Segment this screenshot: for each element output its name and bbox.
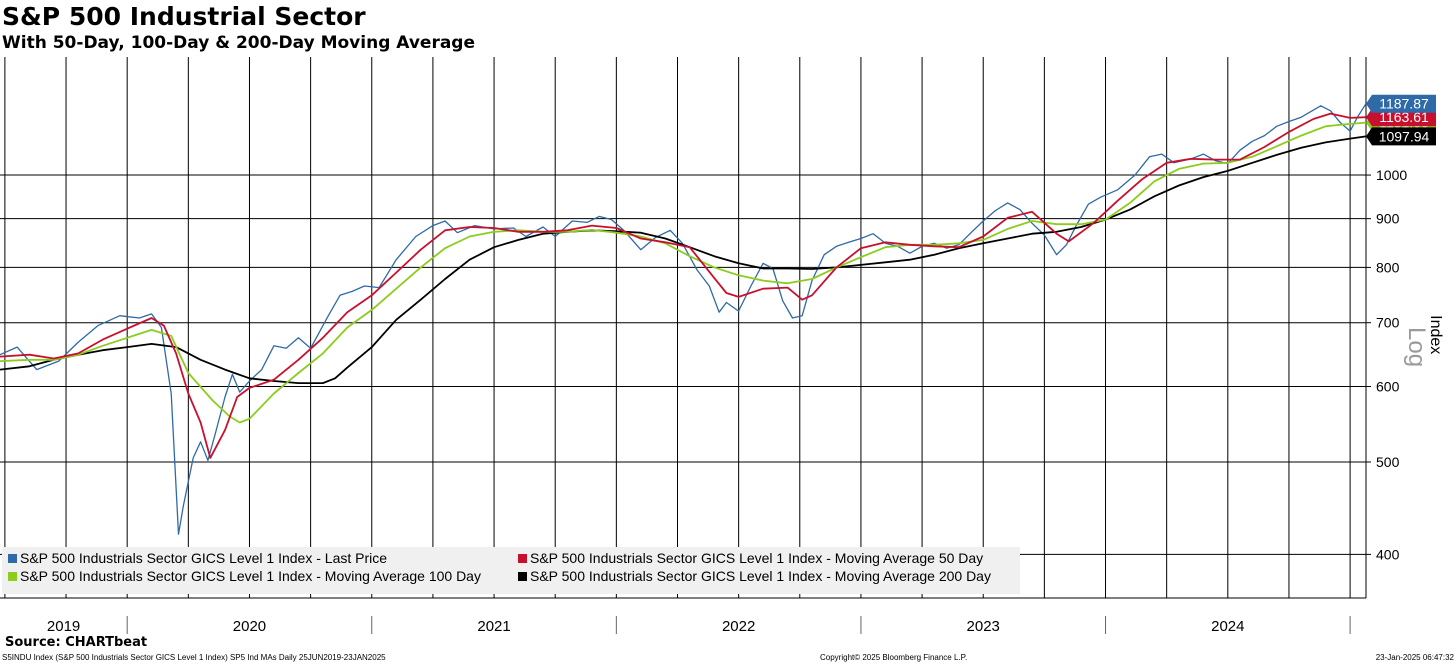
legend-swatch (518, 554, 527, 563)
legend-swatch (8, 572, 17, 581)
legend-label: S&P 500 Industrials Sector GICS Level 1 … (20, 568, 481, 584)
series-line (0, 135, 1367, 384)
y-tick-label: 700 (1376, 315, 1400, 331)
legend-swatch (8, 554, 17, 563)
x-tick-label: 2022 (722, 618, 755, 635)
series-line (0, 103, 1367, 535)
chart-title: S&P 500 Industrial Sector (2, 2, 366, 31)
y-scale-label: Log (1403, 327, 1430, 367)
x-tick-label: 2019 (47, 618, 80, 635)
series-line (0, 121, 1367, 424)
x-tick-label: 2024 (1211, 618, 1244, 635)
last-value-tag (1366, 94, 1436, 113)
x-tick-label: 2023 (967, 618, 1000, 635)
legend-swatch (518, 572, 527, 581)
y-tick-label: 1000 (1376, 167, 1407, 183)
legend-label: S&P 500 Industrials Sector GICS Level 1 … (530, 568, 991, 584)
legend-box (2, 547, 1020, 594)
y-axis-label: Index (1427, 315, 1444, 354)
x-tick-label: 2021 (477, 618, 510, 635)
y-tick-label: 500 (1376, 454, 1400, 470)
series-line (0, 112, 1367, 459)
y-tick-label: 400 (1376, 546, 1400, 562)
last-value-label: 1163.61 (1379, 109, 1429, 125)
last-value-label: 1097.94 (1379, 128, 1430, 144)
chart-subtitle: With 50-Day, 100-Day & 200-Day Moving Av… (2, 33, 475, 53)
legend-label: S&P 500 Industrials Sector GICS Level 1 … (530, 550, 983, 566)
source-note: Source: CHARTbeat (5, 635, 148, 650)
y-tick-label: 600 (1376, 379, 1400, 395)
legend-label: S&P 500 Industrials Sector GICS Level 1 … (20, 550, 387, 566)
footer-copyright: Copyright© 2025 Bloomberg Finance L.P. (820, 653, 968, 662)
last-value-tag (1366, 127, 1436, 146)
footer-timestamp: 23-Jan-2025 06:47:32 (1375, 653, 1454, 662)
y-tick-label: 900 (1376, 211, 1400, 227)
last-value-label: 1187.87 (1379, 96, 1429, 112)
footer-ticker: S5INDU Index (S&P 500 Industrials Sector… (2, 653, 386, 662)
y-tick-label: 800 (1376, 259, 1400, 275)
x-tick-label: 2020 (233, 618, 266, 635)
